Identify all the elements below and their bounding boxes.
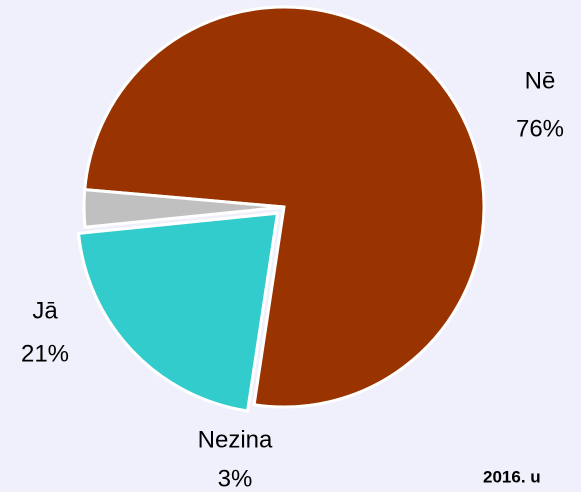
slice-value-label: 76%	[516, 115, 564, 142]
pie-slice	[83, 5, 486, 409]
slice-value-label: 3%	[218, 465, 253, 492]
slice-label: Nezina	[198, 426, 273, 453]
annotation: 2016. u	[483, 467, 541, 486]
slice-label: Nē	[525, 67, 556, 94]
pie-slice	[76, 211, 280, 413]
slice-label: Jā	[32, 297, 58, 324]
pie-slice	[82, 187, 285, 229]
slice-value-label: 21%	[21, 340, 69, 367]
